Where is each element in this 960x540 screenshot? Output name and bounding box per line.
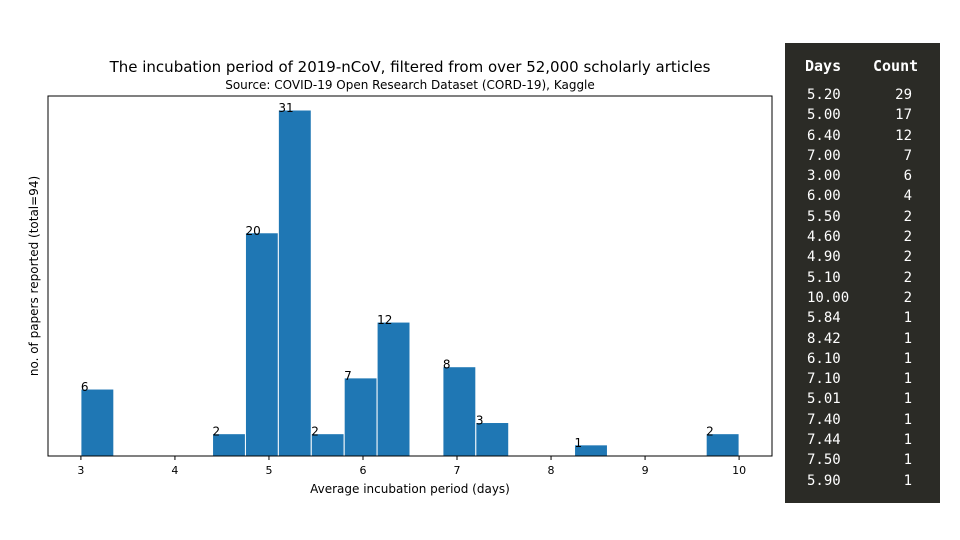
x-tick-label: 10: [732, 464, 746, 477]
table-row: 5.01 1: [785, 391, 940, 411]
bar-value-label: 8: [443, 358, 451, 372]
table-cell-count: 2: [903, 229, 912, 246]
table-row: 7.00 7: [785, 148, 940, 168]
table-cell-days: 6.10: [807, 350, 841, 367]
table-cell-count: 2: [903, 289, 912, 306]
table-row: 10.00 2: [785, 290, 940, 310]
x-tick-label: 8: [548, 464, 555, 477]
table-row: 5.00 17: [785, 107, 940, 127]
bar-value-label: 2: [706, 425, 714, 439]
histogram-chart: The incubation period of 2019-nCoV, filt…: [27, 58, 773, 496]
table-cell-count: 1: [903, 432, 912, 449]
x-tick-label: 6: [359, 464, 366, 477]
table-cell-count: 12: [895, 127, 912, 144]
table-row: 6.40 12: [785, 128, 940, 148]
table-row: 3.00 6: [785, 168, 940, 188]
table-cell-days: 7.50: [807, 452, 841, 469]
table-header-days: Days: [805, 57, 842, 75]
table-cell-count: 29: [895, 87, 912, 103]
bar-value-label: 6: [81, 380, 89, 394]
table-row: 5.84 1: [785, 310, 940, 330]
table-cell-count: 1: [903, 411, 912, 428]
bar-value-label: 3: [476, 414, 484, 428]
histogram-bar: [80, 388, 115, 457]
table-row: 6.00 4: [785, 188, 940, 208]
table-cell-count: 17: [895, 107, 912, 124]
table-cell-days: 4.90: [807, 249, 841, 266]
table-row: 5.90 1: [785, 473, 940, 493]
table-row: 7.40 1: [785, 412, 940, 432]
table-cell-days: 3.00: [807, 168, 841, 185]
chart-title: The incubation period of 2019-nCoV, filt…: [109, 58, 711, 76]
histogram-bar: [475, 422, 510, 457]
table-cell-count: 2: [903, 269, 912, 286]
y-axis-label: no. of papers reported (total=94): [27, 176, 41, 376]
histogram-bar: [442, 366, 477, 457]
table-cell-count: 1: [903, 472, 912, 489]
table-row: 7.50 1: [785, 452, 940, 472]
histogram-bar: [376, 321, 411, 457]
x-axis-label: Average incubation period (days): [310, 482, 510, 496]
bar-value-label: 2: [311, 425, 319, 439]
bar-value-label: 12: [377, 313, 392, 327]
table-cell-days: 7.40: [807, 411, 841, 428]
x-tick-label: 4: [171, 464, 178, 477]
table-cell-count: 1: [903, 371, 912, 388]
incubation-table: Days Count 5.20 29 5.00 17 6.40 12 7.00 7 3.00 6 6…: [785, 43, 940, 503]
histogram-bar: [244, 232, 279, 457]
table-cell-days: 7.44: [807, 432, 841, 449]
table-cell-days: 5.00: [807, 107, 841, 124]
bar-value-label: 20: [245, 224, 260, 238]
table-cell-count: 2: [903, 208, 912, 225]
table-cell-count: 1: [903, 310, 912, 327]
table-row: 5.10 2: [785, 270, 940, 290]
table-cell-count: 1: [903, 330, 912, 347]
plot-frame: [47, 95, 773, 457]
table-row: 4.90 2: [785, 249, 940, 269]
table-cell-days: 7.10: [807, 371, 841, 388]
table-row: 8.42 1: [785, 331, 940, 351]
table-cell-days: 5.20: [807, 87, 841, 103]
table-cell-days: 6.00: [807, 188, 841, 205]
table-cell-count: 1: [903, 391, 912, 408]
table-cell-count: 1: [903, 350, 912, 367]
table-row: 5.50 2: [785, 209, 940, 229]
table-header-count: Count: [873, 57, 919, 75]
table-cell-count: 6: [903, 168, 912, 185]
table-cell-days: 6.40: [807, 127, 841, 144]
histogram-bar: [277, 109, 312, 457]
bar-value-label: 2: [213, 425, 221, 439]
x-tick-label: 3: [77, 464, 84, 477]
table-cell-days: 5.01: [807, 391, 841, 408]
table-cell-count: 4: [903, 188, 912, 205]
table-row: 6.10 1: [785, 351, 940, 371]
chart-subtitle: Source: COVID-19 Open Research Dataset (…: [225, 78, 595, 92]
bar-value-label: 1: [575, 436, 583, 450]
table-row: 7.44 1: [785, 432, 940, 452]
table-cell-days: 5.90: [807, 472, 841, 489]
x-tick-label: 7: [454, 464, 461, 477]
table-cell-days: 10.00: [807, 289, 850, 306]
table-cell-days: 7.00: [807, 147, 841, 164]
table-cell-count: 1: [903, 452, 912, 469]
table-cell-days: 4.60: [807, 229, 841, 246]
table-cell-days: 8.42: [807, 330, 841, 347]
table-cell-days: 5.84: [807, 310, 841, 327]
table-row: 4.60 2: [785, 229, 940, 249]
table-body: 5.20 29 5.00 17 6.40 12 7.00 7 3.00 6 6.00 4 5.50 2 4.…: [785, 87, 940, 493]
table-row: 5.20 29: [785, 87, 940, 107]
table-row: 7.10 1: [785, 371, 940, 391]
bar-value-label: 7: [344, 369, 352, 383]
x-ticks-group: 3 4 5 6 7 8 9 10: [77, 456, 746, 477]
bars-group: [80, 109, 740, 457]
table-cell-count: 7: [903, 147, 912, 164]
x-tick-label: 9: [642, 464, 649, 477]
histogram-bar: [343, 377, 378, 457]
bar-value-label: 31: [278, 101, 293, 115]
table-cell-count: 2: [903, 249, 912, 266]
table-cell-days: 5.50: [807, 208, 841, 225]
x-tick-label: 5: [265, 464, 272, 477]
table-cell-days: 5.10: [807, 269, 841, 286]
